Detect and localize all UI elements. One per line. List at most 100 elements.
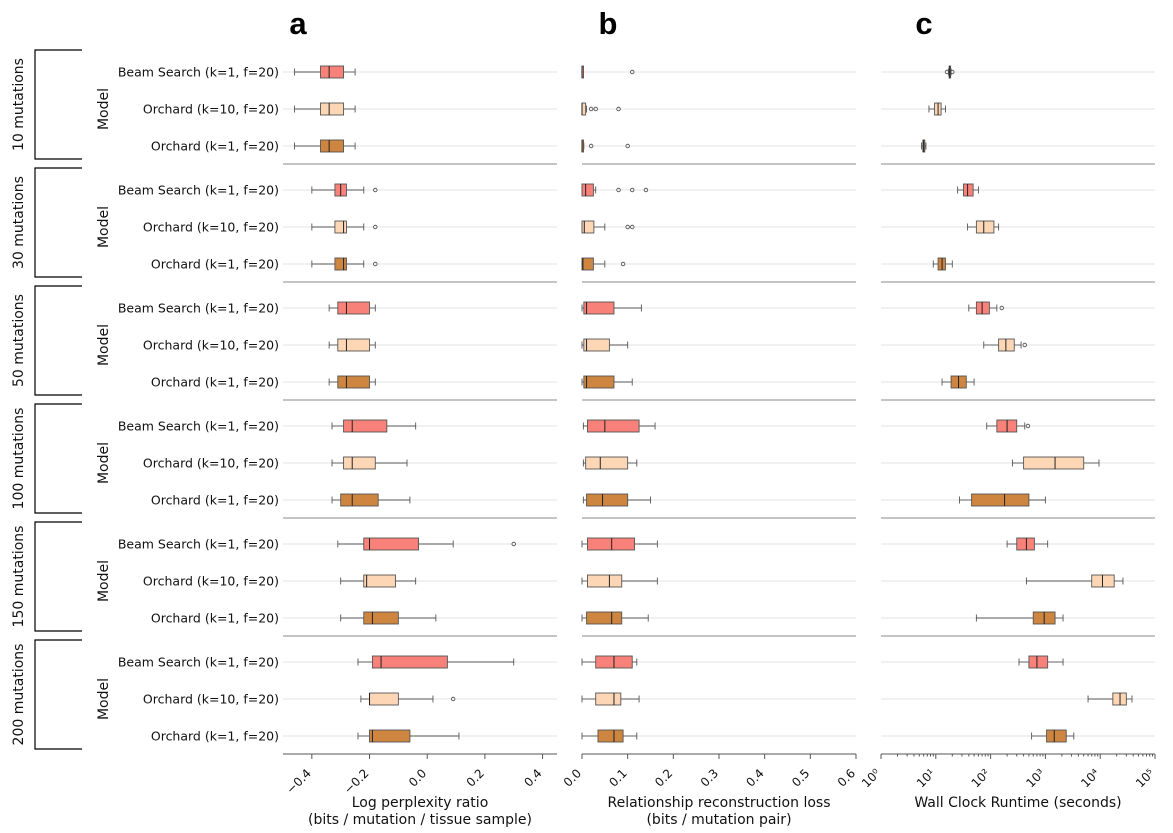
- model-row-label: Beam Search (k=1, f=20): [118, 537, 279, 552]
- panel-letter-a: a: [289, 6, 307, 41]
- box-iqr: [586, 611, 623, 625]
- box-iqr: [581, 257, 594, 271]
- panel-letter-b: b: [599, 6, 618, 41]
- x-tick-label: 0.2: [652, 766, 675, 789]
- model-row-label: Beam Search (k=1, f=20): [118, 183, 279, 198]
- x-tick-label: 10¹: [914, 766, 938, 790]
- x-tick-label: 0.4: [521, 766, 544, 789]
- model-row-label: Beam Search (k=1, f=20): [118, 655, 279, 670]
- outlier-point: [630, 69, 635, 75]
- box-iqr: [595, 692, 622, 706]
- x-tick-label: 0.3: [698, 766, 721, 789]
- box-iqr: [320, 65, 345, 79]
- box-iqr: [975, 301, 990, 315]
- box-iqr: [337, 375, 370, 389]
- box-iqr: [363, 537, 420, 551]
- box-iqr: [334, 257, 347, 271]
- box-iqr: [343, 419, 388, 433]
- outlier-point: [950, 69, 955, 75]
- outlier-point: [373, 187, 378, 193]
- box-iqr: [1046, 729, 1067, 743]
- box-iqr: [369, 692, 399, 706]
- group-label: 100 mutations: [11, 408, 27, 510]
- box-iqr: [586, 493, 629, 507]
- x-axis-label-sub: (bits / mutation / tissue sample): [308, 812, 532, 828]
- group-bracket: [34, 49, 82, 160]
- group-label: 200 mutations: [11, 644, 27, 746]
- box-iqr: [998, 338, 1015, 352]
- box-iqr: [585, 456, 629, 470]
- box-iqr: [975, 220, 995, 234]
- outlier-point: [630, 224, 635, 230]
- box-iqr: [587, 537, 635, 551]
- model-row-label: Beam Search (k=1, f=20): [118, 65, 279, 80]
- group-bracket: [34, 285, 82, 396]
- model-row-label: Orchard (k=10, f=20): [143, 220, 279, 235]
- outlier-point: [616, 106, 621, 112]
- model-row-label: Orchard (k=10, f=20): [143, 456, 279, 471]
- box-iqr: [583, 338, 610, 352]
- box-iqr: [597, 729, 624, 743]
- group-bracket: [34, 403, 82, 514]
- model-row-label: Orchard (k=10, f=20): [143, 574, 279, 589]
- box-iqr: [581, 183, 594, 197]
- box-iqr: [583, 375, 615, 389]
- y-axis-model-label: Model: [96, 206, 112, 248]
- box-iqr: [587, 419, 640, 433]
- model-row-label: Beam Search (k=1, f=20): [118, 419, 279, 434]
- outlier-point: [999, 305, 1004, 311]
- x-axis-label-sub: (bits / mutation pair): [646, 812, 791, 828]
- y-axis-model-label: Model: [96, 88, 112, 130]
- x-tick-label: 0.6: [835, 766, 858, 789]
- x-axis-label: Relationship reconstruction loss: [607, 795, 830, 811]
- model-row-label: Beam Search (k=1, f=20): [118, 301, 279, 316]
- box-iqr: [320, 102, 345, 116]
- outlier-point: [593, 106, 598, 112]
- box-iqr: [363, 611, 399, 625]
- box-iqr: [581, 220, 595, 234]
- box-iqr: [320, 139, 345, 153]
- box-iqr: [334, 220, 347, 234]
- x-tick-label: 0.4: [743, 766, 766, 789]
- box-iqr: [583, 301, 615, 315]
- model-row-label: Orchard (k=1, f=20): [151, 257, 279, 272]
- box-iqr: [581, 102, 587, 116]
- outlier-point: [1025, 423, 1031, 429]
- model-row-label: Orchard (k=10, f=20): [143, 338, 279, 353]
- outlier-point: [944, 69, 950, 75]
- y-axis-model-label: Model: [96, 678, 112, 720]
- x-axis-label: Wall Clock Runtime (seconds): [914, 795, 1121, 811]
- outlier-point: [643, 187, 649, 193]
- box-iqr: [971, 493, 1030, 507]
- box-iqr: [1023, 456, 1085, 470]
- outlier-point: [588, 106, 594, 112]
- model-row-label: Orchard (k=1, f=20): [151, 493, 279, 508]
- box-iqr: [1016, 537, 1035, 551]
- outlier-point: [620, 261, 626, 267]
- x-tick-label: 0.0: [406, 766, 429, 789]
- group-label: 150 mutations: [11, 526, 27, 628]
- outlier-point: [1022, 342, 1027, 348]
- box-iqr: [337, 338, 370, 352]
- group-bracket: [34, 521, 82, 632]
- panel-letter-c: c: [915, 6, 932, 41]
- model-row-label: Orchard (k=1, f=20): [151, 139, 279, 154]
- box-iqr: [363, 574, 396, 588]
- outlier-point: [511, 541, 516, 547]
- outlier-point: [450, 696, 456, 702]
- group-bracket: [34, 639, 82, 750]
- y-axis-model-label: Model: [96, 442, 112, 484]
- x-tick-label: 10⁵: [1133, 766, 1157, 790]
- x-tick-label: 10³: [1023, 766, 1047, 790]
- outlier-point: [588, 143, 594, 149]
- x-tick-label: −0.4: [283, 766, 314, 797]
- box-iqr: [371, 655, 448, 669]
- outlier-point: [625, 224, 630, 230]
- model-row-label: Orchard (k=1, f=20): [151, 611, 279, 626]
- model-row-label: Orchard (k=10, f=20): [143, 102, 279, 117]
- box-iqr: [343, 456, 376, 470]
- x-tick-label: 0.1: [606, 766, 629, 789]
- outlier-point: [373, 261, 378, 267]
- x-tick-label: 0.5: [789, 766, 812, 789]
